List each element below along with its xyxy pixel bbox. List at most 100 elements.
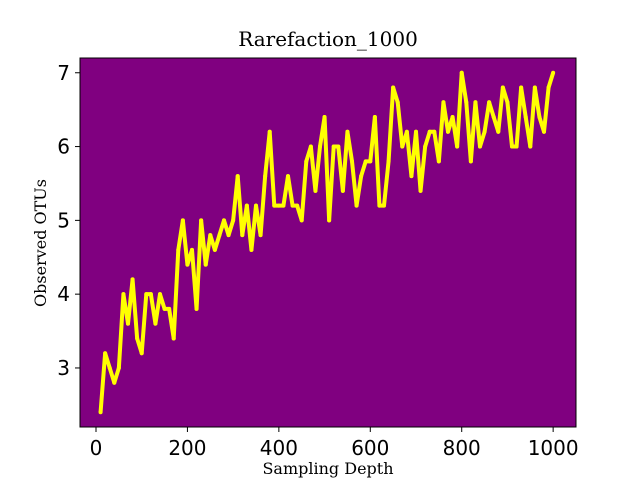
data-point: [107, 365, 112, 370]
data-point: [121, 292, 126, 297]
x-tick-label: 1000: [528, 436, 579, 460]
data-point: [185, 262, 190, 267]
data-point: [446, 129, 450, 134]
data-point: [432, 129, 437, 134]
data-point: [103, 351, 108, 356]
data-point: [532, 85, 537, 90]
data-point: [98, 410, 103, 415]
y-tick-label: 4: [57, 282, 70, 306]
data-point: [331, 144, 336, 149]
data-point: [546, 85, 551, 90]
data-point: [455, 144, 460, 149]
data-point: [258, 233, 263, 238]
data-point: [318, 144, 322, 149]
data-point: [528, 144, 533, 149]
data-point: [514, 144, 519, 149]
data-point: [226, 233, 231, 238]
data-point: [304, 159, 309, 164]
data-point: [217, 233, 222, 238]
data-point: [487, 100, 492, 105]
data-point: [382, 203, 386, 208]
data-point: [295, 203, 300, 208]
data-point: [404, 129, 409, 134]
data-point: [551, 70, 556, 75]
data-point: [523, 115, 528, 120]
data-point: [139, 351, 144, 356]
data-point: [308, 144, 313, 149]
data-point: [459, 70, 464, 75]
data-point: [519, 85, 524, 90]
data-point: [272, 203, 277, 208]
data-point: [482, 129, 487, 134]
data-point: [386, 159, 391, 164]
data-point: [249, 247, 254, 252]
data-point: [436, 159, 441, 164]
x-tick-label: 0: [90, 436, 103, 460]
data-point: [340, 188, 345, 193]
chart-title: Rarefaction_1000: [238, 27, 418, 51]
data-point: [112, 380, 117, 385]
x-tick-label: 200: [168, 436, 206, 460]
data-point: [377, 203, 382, 208]
data-point: [254, 203, 258, 208]
data-point: [290, 203, 295, 208]
data-point: [427, 129, 432, 134]
data-point: [395, 100, 400, 105]
data-point: [153, 321, 158, 326]
data-point: [222, 218, 226, 223]
data-point: [372, 115, 377, 120]
x-tick-label: 400: [260, 436, 298, 460]
y-tick-label: 6: [57, 135, 70, 159]
y-axis-label: Observed OTUs: [31, 179, 50, 307]
data-point: [336, 144, 341, 149]
data-point: [194, 306, 199, 311]
data-point: [276, 203, 281, 208]
data-point: [414, 129, 418, 134]
data-point: [478, 144, 482, 149]
data-point: [418, 188, 423, 193]
data-point: [450, 115, 455, 120]
data-point: [468, 159, 473, 164]
data-point: [144, 292, 149, 297]
data-point: [167, 306, 172, 311]
data-point: [359, 174, 364, 179]
y-tick-label: 7: [57, 61, 70, 85]
data-point: [286, 174, 290, 179]
data-point: [135, 336, 140, 341]
data-point: [263, 174, 268, 179]
y-tick-label: 3: [57, 356, 70, 380]
data-point: [162, 306, 167, 311]
data-point: [203, 262, 208, 267]
data-point: [505, 100, 510, 105]
axis-ticks: 0 200 400 600 800 1000 3 4 5 6 7: [57, 61, 578, 460]
data-point: [345, 129, 350, 134]
data-point: [171, 336, 176, 341]
data-point: [199, 218, 204, 223]
data-point: [126, 321, 130, 326]
data-point: [176, 247, 181, 252]
data-point: [322, 115, 327, 120]
data-point: [313, 188, 318, 193]
data-point: [208, 233, 213, 238]
data-point: [267, 129, 272, 134]
data-point: [231, 218, 236, 223]
data-point: [423, 144, 428, 149]
series-group: [98, 70, 556, 415]
data-point: [158, 292, 162, 297]
data-point: [464, 100, 469, 105]
data-point: [235, 174, 240, 179]
data-point: [244, 203, 249, 208]
data-point: [116, 365, 121, 370]
series-line: [98, 70, 556, 413]
data-point: [130, 277, 135, 282]
data-point: [180, 218, 185, 223]
data-point: [500, 85, 505, 90]
y-tick-label: 5: [57, 208, 70, 232]
data-point: [542, 129, 546, 134]
data-point: [363, 159, 368, 164]
data-point: [510, 144, 514, 149]
data-point: [354, 203, 359, 208]
data-point: [409, 174, 414, 179]
data-point: [212, 247, 217, 252]
